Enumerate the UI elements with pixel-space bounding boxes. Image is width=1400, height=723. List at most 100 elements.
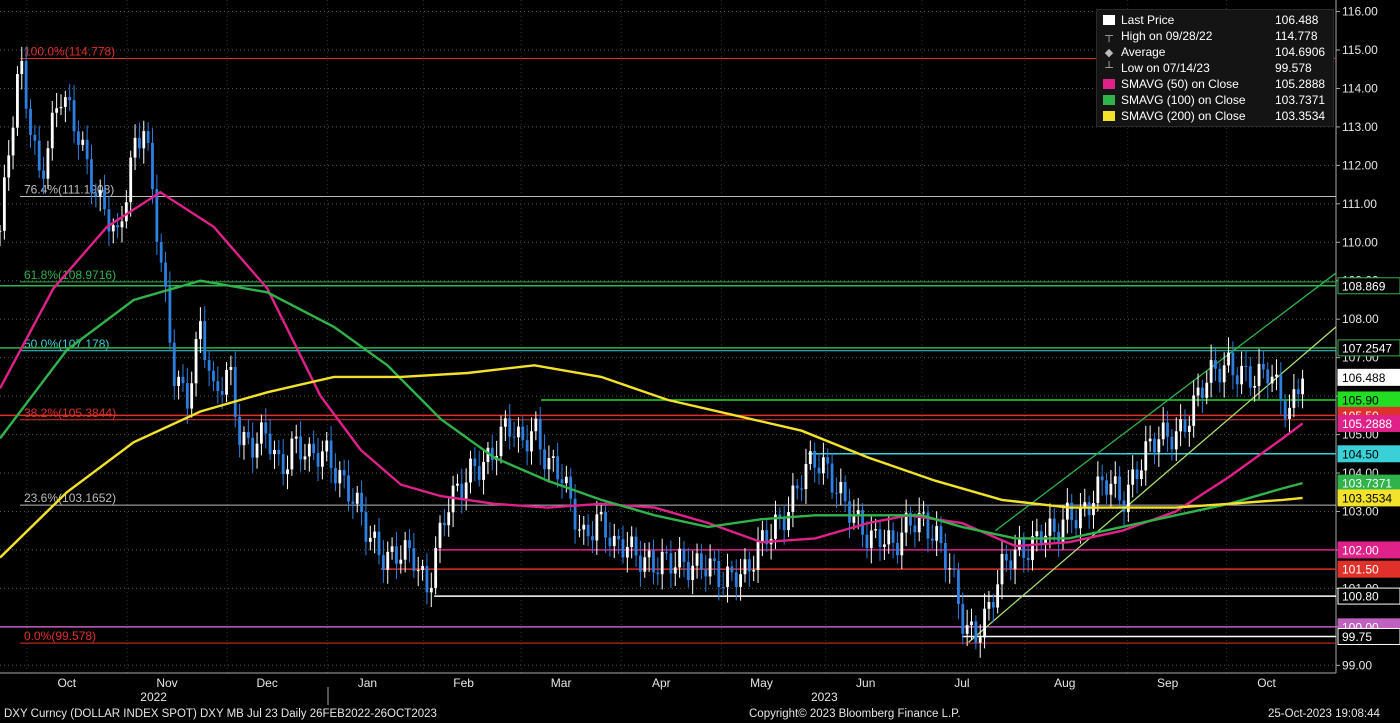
legend-value: 106.488 [1275,13,1319,27]
candle-body [268,433,272,455]
trendline [994,272,1337,532]
candle-body [1061,519,1065,542]
candle-body [103,189,106,210]
axis-value-tag-label: 106.488 [1342,371,1386,385]
candle-body [726,566,729,588]
legend-value: 114.778 [1275,29,1318,43]
candle-body [238,416,242,446]
x-tick-label: Mar [551,676,572,690]
candle-body [133,137,137,158]
candle-body [277,449,281,455]
x-tick-label: Dec [257,676,278,690]
candle-body [673,567,677,574]
candle-body [843,482,847,502]
candle-body [1000,553,1004,585]
chart-legend: Last Price 106.488 ┬ High on 09/28/22 114.77… [1096,9,1334,127]
candle-body [599,511,603,515]
fib-level-label: 61.8%(108.9716) [24,268,116,282]
candle-body [172,342,176,387]
candle-body [865,534,869,549]
axis-value-tag-label: 100.80 [1342,590,1379,604]
legend-row: SMAVG (200) on Close 103.3534 [1097,108,1333,124]
axis-value-tag-label: 104.50 [1342,447,1379,461]
candle-body [1192,395,1196,426]
y-tick-label: 99.00 [1342,658,1372,672]
candle-body [155,189,159,242]
candle-body [1022,539,1026,558]
candle-body [569,476,573,499]
candle-body [752,570,756,572]
candle-body [342,470,346,476]
candle-body [900,532,904,556]
candle-body [1144,441,1148,471]
candle-body [765,530,769,545]
legend-swatch-icon [1103,15,1115,25]
candle-body [904,512,908,533]
candle-body [1070,502,1074,521]
candle-body [490,447,494,461]
candle-body [98,189,102,197]
candle-body [1275,374,1278,377]
candle-body [530,431,533,452]
candle-body [1187,425,1191,432]
axis-value-tag [1337,339,1400,357]
candle-body [926,512,930,539]
candle-body [578,529,581,531]
candle-body [534,418,538,432]
candle-body [686,561,690,580]
candle-body [111,225,115,232]
candle-body [264,422,268,434]
candle-body [46,148,50,179]
candle-body [1083,502,1087,509]
candle-body [1096,476,1100,504]
candle-body [639,555,642,572]
candle-body [456,483,459,486]
candle-body [1205,382,1209,398]
axis-value-tag-label: 103.7371 [1342,477,1392,491]
x-tick-label: Jan [358,676,377,690]
candle-body [882,544,886,547]
candle-body [203,321,207,361]
candle-body [1048,518,1052,536]
y-tick-label: 116.00 [1342,5,1378,19]
candle-body [216,381,220,392]
candle-body [486,447,490,462]
candle-body [190,383,194,409]
candle-body [856,510,860,515]
candle-body [255,443,259,458]
x-tick-label: Feb [453,676,474,690]
candle-body [830,463,834,493]
candle-body [482,461,485,480]
candle-body [1122,500,1126,512]
candle-body [1214,359,1217,369]
candle-body [212,370,215,382]
fib-level-label: 23.6%(103.1652) [24,491,116,505]
candle-body [142,131,146,149]
axis-value-tag-label: 103.3534 [1342,491,1392,505]
axis-value-tag [1337,414,1400,432]
candle-body [717,560,721,588]
candle-body [538,418,542,450]
footer-timestamp: 25-Oct-2023 19:08:44 [1268,708,1380,720]
candle-body [377,531,381,556]
candle-body [713,558,716,561]
candle-body [547,457,551,470]
candle-body [242,432,246,446]
candle-body [334,467,337,484]
candle-body [1131,469,1135,485]
candle-body [730,566,734,573]
candle-body [608,537,612,547]
candle-body [1065,502,1069,520]
candle-body [29,108,32,135]
candle-body [586,524,590,537]
candle-body [312,443,316,454]
y-tick-label: 103.00 [1342,504,1379,518]
candle-body [425,565,429,593]
y-tick-label: 110.00 [1342,235,1378,249]
candle-body [81,139,85,145]
candle-body [68,97,72,101]
candle-body [290,438,294,470]
candle-body [1035,531,1039,537]
candle-body [782,516,786,531]
candle-body [743,559,747,575]
